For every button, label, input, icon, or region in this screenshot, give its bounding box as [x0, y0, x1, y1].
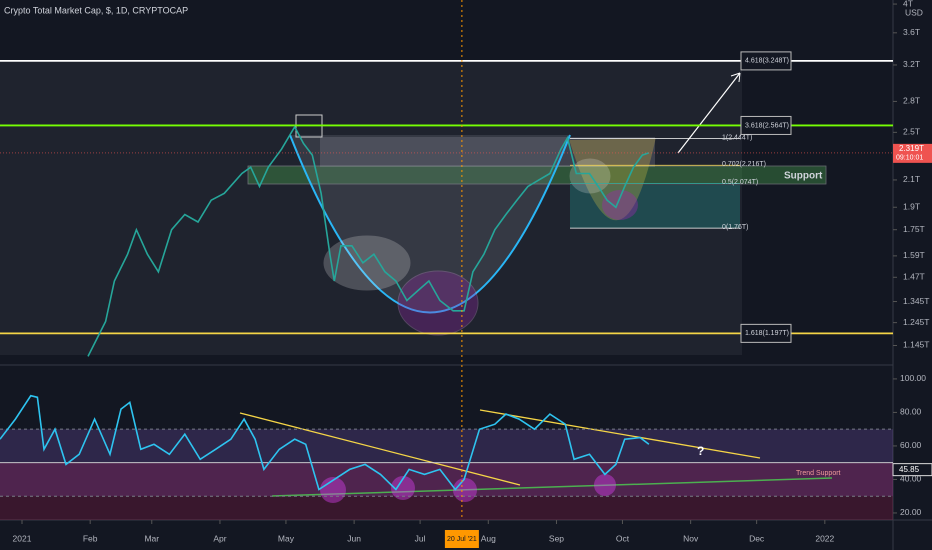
- crosshair-tag: [444, 530, 479, 548]
- highlight: [323, 235, 411, 291]
- y-tick-label: 4T: [903, 0, 913, 8]
- level-label: 0(1.76T): [722, 224, 748, 231]
- series-line: [0, 394, 650, 491]
- y-tick-label: 40.00: [900, 474, 922, 484]
- x-tick-label: Feb: [83, 533, 98, 543]
- level-box: [740, 323, 792, 343]
- level-label: 0.702(2.216T): [722, 161, 766, 168]
- rsi-tag-label: 45.85: [899, 465, 920, 474]
- price-tag: [893, 143, 932, 163]
- rsi-low-zone: [0, 462, 893, 520]
- x-tick-label: 2021: [13, 533, 32, 543]
- y-tick-label: 1.9T: [903, 202, 920, 212]
- x-tick-label: Nov: [683, 533, 699, 543]
- y-tick-label: 3.2T: [903, 59, 920, 69]
- x-tick-label: Aug: [481, 533, 496, 543]
- trend-line: [239, 412, 521, 486]
- highlight: [594, 474, 616, 496]
- level-label: 3.618(2.564T): [745, 122, 789, 129]
- arrow: [677, 72, 741, 154]
- y-tick-label: 20.00: [900, 507, 922, 517]
- x-tick-label: Apr: [213, 533, 226, 543]
- price-tag-label: 2.319T: [899, 144, 924, 153]
- y-tick-label: 100.00: [900, 373, 926, 383]
- y-tick-label: 60.00: [900, 440, 922, 450]
- y-tick-label: 1.75T: [903, 224, 925, 234]
- y-tick-label: 2.8T: [903, 96, 920, 106]
- series-line: [87, 125, 650, 357]
- x-tick-label: Mar: [144, 533, 159, 543]
- highlight: [569, 158, 611, 194]
- x-tick-label: 2022: [815, 533, 834, 543]
- x-tick-label: Dec: [749, 533, 765, 543]
- x-tick-label: Oct: [616, 533, 630, 543]
- trend-line: [271, 477, 833, 497]
- level-box: [740, 115, 792, 135]
- y-tick-label: 1.245T: [903, 317, 929, 327]
- level-label: 0.5(2.074T): [722, 179, 758, 186]
- y-tick-label: 2.5T: [903, 127, 920, 137]
- unit-label: USD: [905, 7, 923, 17]
- highlight: [453, 478, 477, 502]
- y-tick-label: 2.1T: [903, 174, 920, 184]
- x-tick-label: Jul: [415, 533, 426, 543]
- y-tick-label: 1.345T: [903, 296, 929, 306]
- y-tick-label: 1.145T: [903, 340, 929, 350]
- highlight: [397, 270, 479, 336]
- x-tick-label: Sep: [549, 533, 564, 543]
- x-tick-label: Jun: [347, 533, 361, 543]
- arrow-head: [730, 72, 741, 83]
- y-tick-label: 1.59T: [903, 250, 925, 260]
- trend-label: Trend Support: [796, 470, 841, 477]
- rsi-tag: [892, 463, 932, 477]
- price-tag-time: 09:10:01: [896, 155, 923, 162]
- level-box: [740, 51, 792, 71]
- y-tick-label: 80.00: [900, 407, 922, 417]
- crosshair-label: 20 Jul '21: [447, 536, 477, 543]
- handle: [569, 137, 656, 221]
- rsi-pane: [0, 365, 893, 520]
- level-label: 4.618(3.248T): [745, 58, 789, 65]
- level-label: 1.618(1.197T): [745, 330, 789, 337]
- x-tick-label: May: [278, 533, 295, 543]
- highlight: [391, 476, 415, 500]
- zone: [570, 185, 740, 228]
- zone: [0, 62, 742, 355]
- cup-line: [289, 134, 571, 314]
- support-label: Support: [784, 171, 823, 182]
- zone: [320, 137, 655, 167]
- y-tick-label: 3.6T: [903, 27, 920, 37]
- y-tick-label: 1.47T: [903, 272, 925, 282]
- level-label: 1(2.444T): [722, 134, 752, 141]
- highlight: [602, 190, 638, 220]
- support-zone: [247, 165, 827, 185]
- chart-title: Crypto Total Market Cap, $, 1D, CRYPTOCA…: [4, 5, 188, 15]
- trend-line: [479, 409, 761, 459]
- question-mark: ?: [697, 444, 704, 458]
